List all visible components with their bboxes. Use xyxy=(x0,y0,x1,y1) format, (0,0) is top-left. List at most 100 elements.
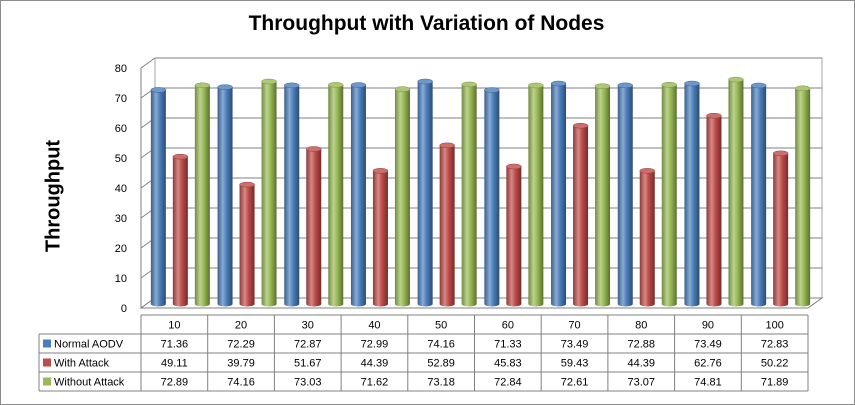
x-tick-label: 90 xyxy=(702,320,714,332)
bar-top-with-attack-70 xyxy=(572,122,589,129)
bar-top-without-attack-60 xyxy=(528,82,544,89)
y-tick-label: 0 xyxy=(121,303,127,315)
x-tick-label: 60 xyxy=(502,320,514,332)
data-label: 52.89 xyxy=(427,358,455,370)
y-tick-label: 80 xyxy=(115,63,127,75)
data-label: 72.88 xyxy=(627,339,655,351)
bar-top-normal-aodv-10 xyxy=(150,87,167,93)
data-label: 71.33 xyxy=(494,339,522,351)
data-label: 44.39 xyxy=(361,358,389,370)
data-label: 73.49 xyxy=(561,339,589,351)
bar-top-with-attack-40 xyxy=(372,168,389,174)
y-tick-label: 20 xyxy=(115,243,127,255)
bar-without-attack-50 xyxy=(461,84,477,307)
y-tick-label: 10 xyxy=(115,273,127,285)
legend-label: Normal AODV xyxy=(54,339,124,351)
data-label: 71.89 xyxy=(761,377,789,389)
bar-without-attack-40 xyxy=(394,89,410,307)
data-label: 73.07 xyxy=(627,377,655,389)
data-label: 62.76 xyxy=(694,358,722,370)
data-label: 72.61 xyxy=(561,377,589,389)
legend-label: Without Attack xyxy=(54,377,125,389)
bar-top-normal-aodv-20 xyxy=(217,84,233,90)
bar-top-with-attack-20 xyxy=(239,181,255,188)
bar-normal-aodv-30 xyxy=(284,85,300,307)
y-tick-label: 40 xyxy=(115,183,127,195)
bar-top-without-attack-20 xyxy=(261,78,277,85)
x-tick-label: 50 xyxy=(435,320,447,332)
data-label: 74.16 xyxy=(227,377,255,389)
legend-swatch-normal-aodv xyxy=(43,339,51,348)
bar-without-attack-30 xyxy=(328,84,344,307)
bar-top-normal-aodv-80 xyxy=(617,82,633,89)
bar-with-attack-40 xyxy=(372,170,388,307)
bar-normal-aodv-70 xyxy=(551,83,567,307)
bar-normal-aodv-20 xyxy=(217,87,233,307)
data-label: 74.81 xyxy=(694,377,722,389)
data-label: 73.03 xyxy=(294,377,322,389)
y-tick-label: 60 xyxy=(115,123,127,135)
data-label: 50.22 xyxy=(761,358,789,370)
bar-without-attack-80 xyxy=(661,84,677,307)
bar-top-with-attack-100 xyxy=(772,150,789,157)
gridline-side xyxy=(140,57,156,69)
bar-top-with-attack-60 xyxy=(506,163,522,170)
legend-swatch-with-attack xyxy=(43,358,51,367)
bar-top-without-attack-90 xyxy=(728,76,744,83)
bar-normal-aodv-40 xyxy=(350,85,366,307)
data-label: 39.79 xyxy=(227,358,255,370)
bar-with-attack-50 xyxy=(439,145,455,307)
bar-top-without-attack-30 xyxy=(328,82,344,88)
bar-top-without-attack-10 xyxy=(194,82,211,89)
bar-normal-aodv-100 xyxy=(751,85,767,307)
bar-top-without-attack-100 xyxy=(794,85,811,92)
data-label: 72.87 xyxy=(294,339,322,351)
bar-without-attack-70 xyxy=(595,86,611,307)
bar-with-attack-90 xyxy=(706,115,722,307)
x-tick-label: 70 xyxy=(568,320,580,332)
bar-top-normal-aodv-90 xyxy=(684,80,700,87)
bar-top-without-attack-70 xyxy=(594,83,611,89)
x-tick-label: 20 xyxy=(235,320,247,332)
bar-without-attack-60 xyxy=(528,85,544,307)
bar-with-attack-10 xyxy=(172,156,188,307)
data-label: 49.11 xyxy=(161,358,188,370)
data-label: 59.43 xyxy=(561,358,589,370)
legend-label: With Attack xyxy=(54,358,110,370)
bar-with-attack-70 xyxy=(573,125,589,307)
bar-with-attack-20 xyxy=(239,184,255,307)
bar-top-with-attack-90 xyxy=(706,112,722,119)
bar-top-normal-aodv-50 xyxy=(417,78,433,85)
data-label: 73.49 xyxy=(694,339,722,351)
y-tick-label: 50 xyxy=(115,153,127,165)
bar-top-normal-aodv-100 xyxy=(750,82,767,89)
x-tick-label: 40 xyxy=(368,320,380,332)
data-label: 72.29 xyxy=(227,339,255,351)
bar-top-normal-aodv-40 xyxy=(350,82,367,88)
legend-swatch-without-attack xyxy=(43,377,51,386)
bar-top-with-attack-80 xyxy=(639,168,655,174)
data-label: 72.83 xyxy=(761,339,789,351)
x-tick-label: 30 xyxy=(302,320,314,332)
bar-top-normal-aodv-30 xyxy=(284,82,300,89)
bar-normal-aodv-90 xyxy=(684,83,700,307)
data-label: 71.36 xyxy=(161,339,189,351)
bar-with-attack-60 xyxy=(506,166,522,307)
data-label: 71.62 xyxy=(361,377,389,389)
data-label: 51.67 xyxy=(294,358,322,370)
bar-top-with-attack-30 xyxy=(306,146,322,152)
bar-top-normal-aodv-60 xyxy=(484,87,500,93)
x-tick-label: 100 xyxy=(765,320,783,332)
bar-with-attack-80 xyxy=(639,170,655,307)
bar-with-attack-100 xyxy=(773,153,789,307)
data-label: 44.39 xyxy=(627,358,655,370)
bar-without-attack-20 xyxy=(261,81,277,307)
y-tick-label: 30 xyxy=(115,213,127,225)
bar-top-without-attack-50 xyxy=(461,81,477,88)
data-label: 72.89 xyxy=(161,377,189,389)
data-label: 45.83 xyxy=(494,358,522,370)
bar-normal-aodv-50 xyxy=(417,81,433,307)
bar-without-attack-90 xyxy=(728,79,744,307)
x-tick-label: 80 xyxy=(635,320,647,332)
